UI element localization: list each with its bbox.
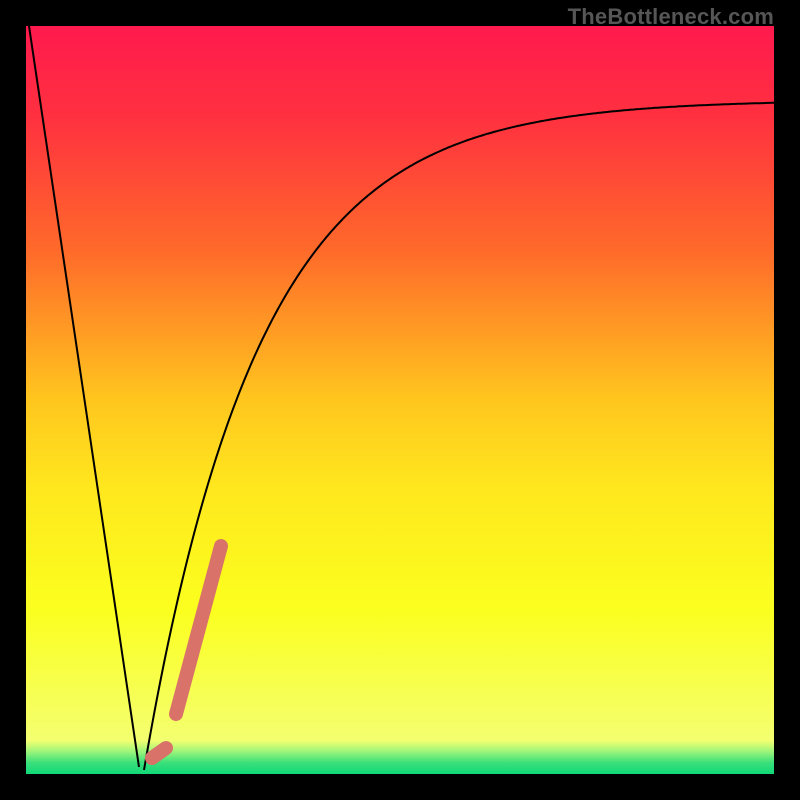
chart-svg xyxy=(26,26,774,774)
chart-background xyxy=(26,26,774,774)
plot-area xyxy=(26,26,774,774)
outer-frame: TheBottleneck.com xyxy=(0,0,800,800)
watermark-text: TheBottleneck.com xyxy=(568,4,774,30)
